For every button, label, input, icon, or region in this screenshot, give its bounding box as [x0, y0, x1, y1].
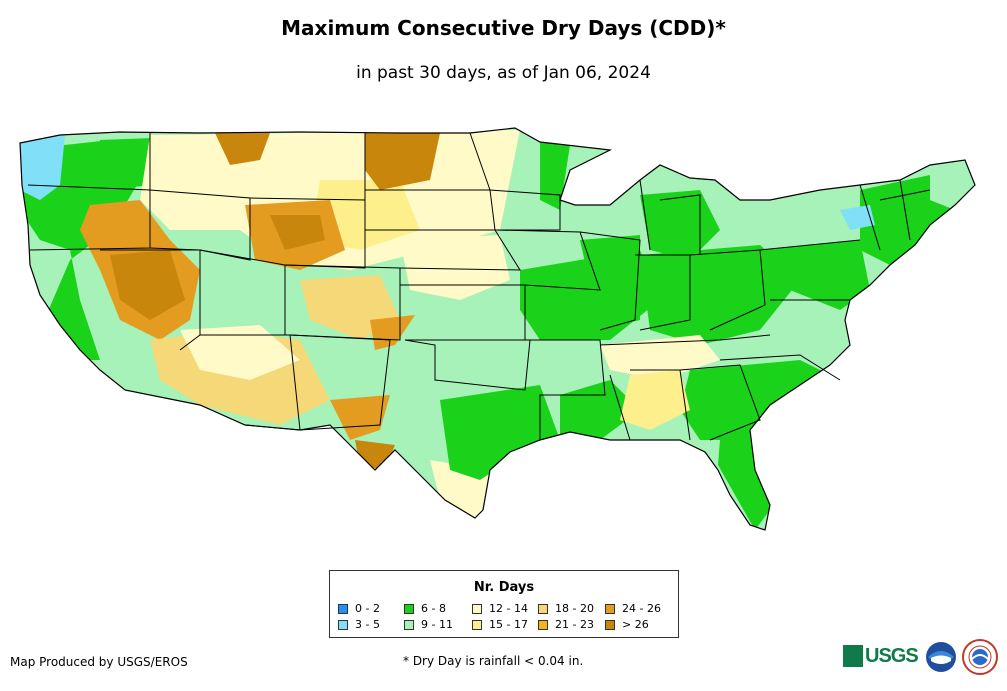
- legend-item-9-11: 9 - 11: [404, 618, 453, 631]
- legend-swatch: [472, 619, 482, 630]
- cdd-color-field: [20, 128, 975, 530]
- usgs-logo: USGS: [843, 644, 919, 668]
- state-boundaries: [19, 127, 976, 531]
- legend-label: 21 - 23: [555, 618, 594, 631]
- legend-label: 6 - 8: [421, 602, 446, 615]
- map-subtitle: in past 30 days, as of Jan 06, 2024: [356, 63, 651, 83]
- legend-item-0-2: 0 - 2: [338, 602, 380, 615]
- noaa-logo: [926, 642, 956, 672]
- footnote-text: * Dry Day is rainfall < 0.04 in.: [403, 654, 584, 668]
- legend-swatch: [404, 619, 414, 630]
- nws-logo: [962, 639, 998, 675]
- legend-label: 24 - 26: [622, 602, 661, 615]
- legend-label: 9 - 11: [421, 618, 453, 631]
- legend: Nr. Days 0 - 2 3 - 5 6 - 8 9 - 11 12 - 1…: [329, 570, 679, 638]
- legend-item-18-20: 18 - 20: [538, 602, 594, 615]
- legend-label: 3 - 5: [355, 618, 380, 631]
- legend-item-21-23: 21 - 23: [538, 618, 594, 631]
- legend-swatch: [472, 603, 482, 614]
- legend-item-24-26: 24 - 26: [605, 602, 661, 615]
- legend-swatch: [338, 619, 348, 630]
- legend-swatch: [538, 603, 548, 614]
- usgs-logo-text: USGS: [865, 644, 919, 667]
- legend-swatch: [338, 603, 348, 614]
- legend-item-3-5: 3 - 5: [338, 618, 380, 631]
- legend-item-12-14: 12 - 14: [472, 602, 528, 615]
- legend-swatch: [605, 619, 615, 630]
- legend-swatch: [538, 619, 548, 630]
- legend-label: 18 - 20: [555, 602, 594, 615]
- usgs-wave-icon: [843, 645, 863, 667]
- legend-title: Nr. Days: [473, 580, 535, 595]
- map-title: Maximum Consecutive Dry Days (CDD)*: [281, 16, 726, 40]
- legend-label: 0 - 2: [355, 602, 380, 615]
- legend-swatch: [605, 603, 615, 614]
- legend-label: 15 - 17: [489, 618, 528, 631]
- legend-item-gt-26: > 26: [605, 618, 649, 631]
- legend-label: 12 - 14: [489, 602, 528, 615]
- credit-text: Map Produced by USGS/EROS: [10, 655, 188, 669]
- legend-item-6-8: 6 - 8: [404, 602, 446, 615]
- legend-item-15-17: 15 - 17: [472, 618, 528, 631]
- legend-swatch: [404, 603, 414, 614]
- legend-label: > 26: [622, 618, 649, 631]
